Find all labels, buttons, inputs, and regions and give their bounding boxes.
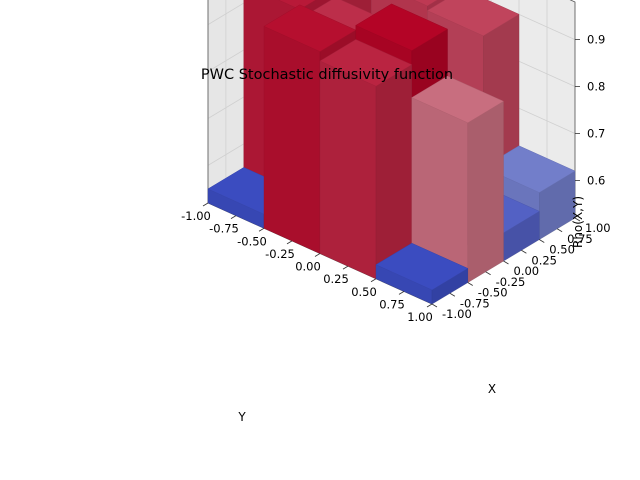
y-tick-mark — [286, 240, 293, 245]
surface-block — [375, 242, 469, 305]
block-top-face — [278, 0, 317, 10]
y-tick-mark — [426, 303, 433, 308]
y-tick-label: -0.75 — [209, 222, 239, 236]
chart-title: PWC Stochastic diffusivity function — [201, 67, 453, 83]
z-axis-label: Rho(X,Y) — [571, 196, 585, 248]
x-tick-label: 0.75 — [567, 232, 593, 246]
y-tick-mark — [398, 291, 405, 295]
x-tick-mark — [449, 292, 456, 297]
x-tick-label: -0.75 — [460, 296, 490, 310]
z-tick-label: 0.6 — [587, 173, 605, 187]
y-tick-mark — [202, 202, 209, 207]
block-top-face — [426, 0, 520, 37]
y-tick-label: -0.25 — [265, 247, 295, 261]
y-tick-label: 0.00 — [295, 260, 321, 274]
block-top-face — [355, 3, 449, 51]
axis-ticks: -1.00-0.75-0.50-0.250.000.250.500.751.00… — [181, 33, 610, 324]
y-tick-label: 0.75 — [379, 297, 405, 311]
block-side-face — [263, 25, 321, 254]
z-tick-label: 0.8 — [587, 80, 605, 94]
x-tick-mark — [574, 217, 581, 222]
block-side-face — [319, 60, 377, 280]
y-tick-mark — [314, 253, 321, 257]
x-tick-label: 0.00 — [514, 264, 540, 278]
x-tick-mark — [431, 303, 438, 308]
y-tick-label: -0.50 — [237, 234, 267, 248]
surface-plot — [207, 0, 576, 305]
x-tick-mark — [503, 260, 509, 265]
block-top-face — [413, 0, 438, 7]
x-tick-mark — [485, 271, 491, 276]
x-tick-label: -0.25 — [496, 275, 526, 289]
x-tick-mark — [539, 239, 545, 243]
y-tick-label: 0.25 — [323, 272, 349, 286]
x-tick-label: 1.00 — [585, 221, 611, 235]
x-tick-label: -1.00 — [442, 307, 472, 321]
y-tick-label: -1.00 — [181, 209, 211, 223]
y-tick-label: 1.00 — [407, 310, 433, 324]
block-front-face — [467, 100, 504, 283]
y-tick-mark — [342, 265, 349, 270]
block-top-face — [375, 242, 469, 291]
x-tick-label: -0.50 — [478, 286, 508, 300]
x-tick-mark — [467, 282, 473, 286]
x-tick-mark — [521, 249, 527, 254]
surface-block — [319, 39, 413, 280]
x-tick-label: 0.25 — [531, 253, 557, 267]
block-top-face — [319, 39, 413, 87]
block-top-face — [482, 145, 576, 193]
x-tick-label: 0.50 — [549, 243, 575, 257]
y-axis-label: Y — [237, 410, 246, 424]
block-top-face — [411, 75, 505, 124]
x-axis-label: X — [488, 382, 496, 396]
y-tick-mark — [230, 215, 237, 219]
y-tick-label: 0.50 — [351, 285, 377, 299]
z-tick-label: 0.7 — [587, 127, 605, 141]
y-tick-mark — [370, 278, 377, 283]
y-tick-mark — [258, 227, 265, 232]
z-tick-label: 0.9 — [587, 33, 605, 47]
x-tick-mark — [556, 228, 563, 233]
wall-edge — [207, 0, 576, 218]
